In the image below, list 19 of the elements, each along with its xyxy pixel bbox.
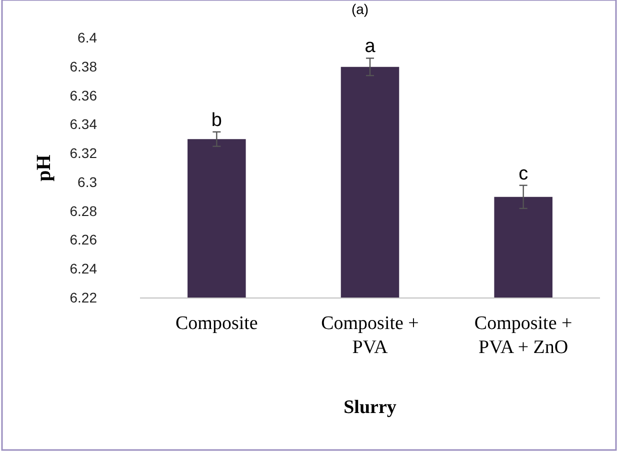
y-tick-label: 6.22 [70, 289, 98, 306]
y-tick-label: 6.34 [70, 116, 98, 132]
y-tick-label: 6.4 [78, 29, 98, 46]
chart-title: (a) [351, 1, 369, 17]
y-tick-label: 6.3 [78, 174, 98, 190]
y-tick-label: 6.38 [70, 58, 98, 74]
y-tick-label: 6.36 [70, 87, 98, 104]
x-tick-label: Composite + PVA [321, 313, 419, 358]
y-axis-title: pH [33, 154, 55, 182]
x-axis-title: Slurry [344, 397, 397, 418]
annotation: a [364, 36, 376, 58]
x-tick-label: Composite [175, 313, 258, 334]
y-tick-label: 6.26 [70, 232, 98, 248]
annotation: b [211, 110, 222, 131]
y-tick-label: 6.28 [70, 202, 98, 219]
x-tick-label: Composite + PVA + ZnO [474, 313, 572, 358]
y-tick-label: 6.24 [70, 260, 98, 277]
y-tick-label: 6.32 [70, 145, 98, 162]
annotation: c [518, 163, 528, 184]
